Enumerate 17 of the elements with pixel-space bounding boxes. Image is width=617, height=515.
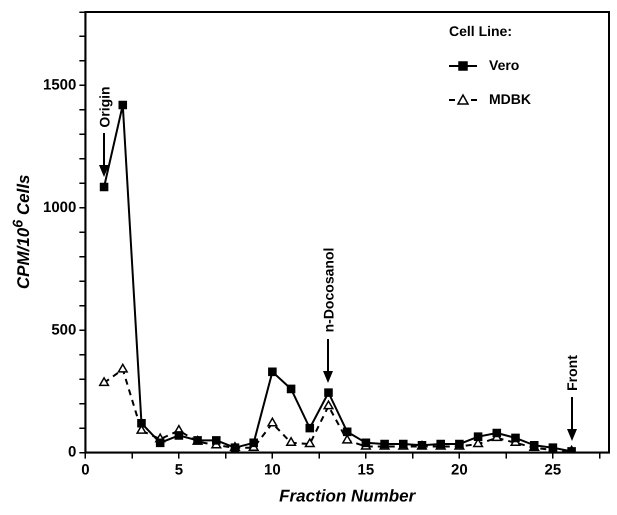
y-tick-label: 1000 xyxy=(42,198,76,216)
x-tick-label: 15 xyxy=(358,462,374,479)
x-tick-label: 25 xyxy=(544,462,562,479)
x-tick-label: 10 xyxy=(264,462,281,479)
y-tick-label: 1500 xyxy=(42,76,76,94)
y-tick-label: 500 xyxy=(51,321,76,338)
ref-line-label: Origin xyxy=(96,86,112,128)
x-tick-label: 5 xyxy=(174,462,184,479)
x-tick-label: 0 xyxy=(81,462,90,479)
legend-label: Vero xyxy=(489,56,520,73)
legend-title: Cell Line: xyxy=(449,22,512,39)
x-tick-label: 20 xyxy=(451,462,468,479)
y-tick-label: 0 xyxy=(68,444,76,461)
ref-line-label: Front xyxy=(563,355,580,392)
ref-line-label: n-Docosanol xyxy=(320,248,336,333)
legend-label: MDBK xyxy=(489,90,531,107)
x-axis-title: Fraction Number xyxy=(279,486,417,506)
